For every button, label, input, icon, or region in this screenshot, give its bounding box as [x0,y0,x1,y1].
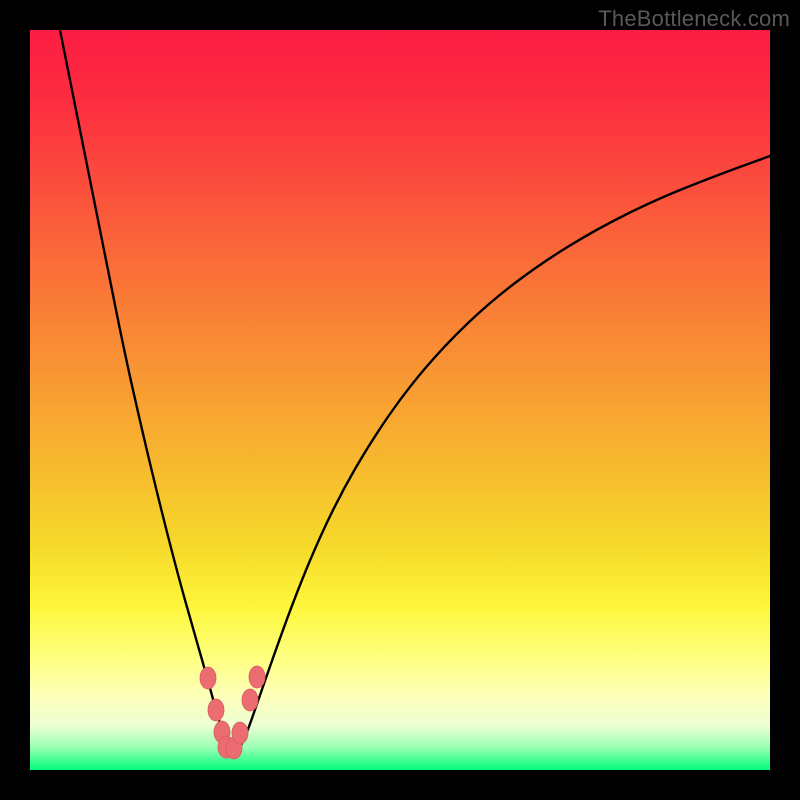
bottleneck-curve [30,30,770,770]
curve-marker [249,666,265,688]
curve-marker [200,667,216,689]
plot-area [30,30,770,770]
curve-marker [242,689,258,711]
watermark-text: TheBottleneck.com [598,6,790,32]
curve-marker [232,722,248,744]
curve-marker [208,699,224,721]
chart-frame: TheBottleneck.com [0,0,800,800]
